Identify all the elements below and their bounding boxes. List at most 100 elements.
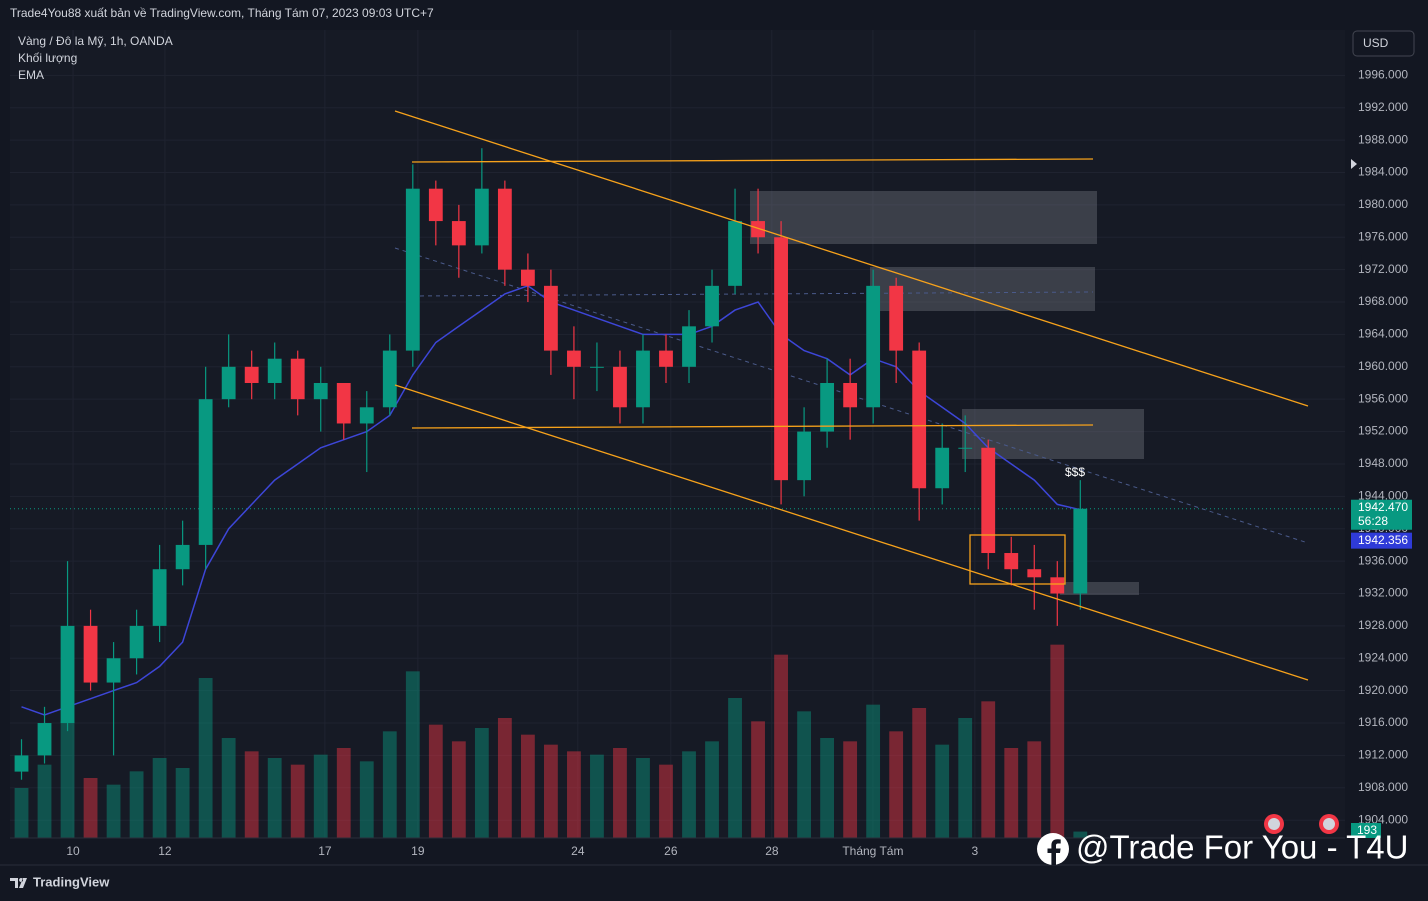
candle-body [359, 407, 374, 424]
candle-body [428, 188, 443, 222]
horizontal-resistance [411, 158, 1094, 163]
volume-bar [451, 741, 466, 838]
watermark-text: @Trade For You - T4U [1076, 829, 1408, 866]
volume-bar [359, 761, 374, 838]
candle-body [221, 366, 236, 400]
volume-bar [636, 758, 650, 838]
event-icon-inner [1268, 818, 1280, 830]
x-tick-label: 17 [318, 844, 332, 858]
y-tick-label: 1976.000 [1358, 229, 1408, 243]
volume-pane [14, 644, 1088, 838]
countdown: 56:28 [1358, 514, 1388, 528]
volume-bar [428, 724, 443, 838]
volume-bar [567, 751, 581, 838]
candle-body [1073, 508, 1088, 594]
range-box [969, 534, 1066, 585]
candle-body [843, 382, 858, 408]
volume-bar [83, 778, 98, 838]
candle-body [889, 285, 904, 351]
currency-label[interactable]: USD [1363, 36, 1389, 50]
volume-bar [336, 748, 351, 838]
candle-body [60, 625, 75, 724]
candle-body [175, 544, 190, 570]
volume-bar [590, 754, 604, 838]
legend-ema: EMA [18, 68, 44, 82]
candle-body [774, 237, 788, 481]
x-tick-label: 28 [765, 844, 779, 858]
volume-bar [682, 751, 696, 838]
facebook-glyph [1047, 839, 1061, 865]
logo-text: TradingView [33, 874, 110, 889]
candle-body [106, 658, 121, 683]
candle-body [705, 285, 719, 327]
candle-body [682, 326, 696, 367]
volume-bar [106, 784, 121, 838]
channel-lower [394, 384, 1309, 681]
volume-bar [382, 731, 397, 838]
y-axis-labels: 1904.000 1908.000 1912.000 1916.000 1920.000… [1358, 68, 1408, 827]
plot-area [10, 30, 1345, 838]
y-tick-label: 1984.000 [1358, 165, 1408, 179]
y-tick-label: 1972.000 [1358, 262, 1408, 276]
candle-body [451, 221, 466, 246]
volume-bar [912, 708, 927, 838]
zone-box [1060, 582, 1139, 595]
trend-lines [394, 110, 1309, 681]
candle-body [290, 358, 305, 400]
candle-body [797, 431, 811, 481]
volume-bar [175, 768, 190, 838]
legend-volume: Khối lượng [18, 51, 77, 65]
volume-bar [60, 721, 75, 838]
volume-bar [820, 738, 835, 838]
candle-body [751, 221, 765, 238]
candle-body [336, 382, 351, 424]
volume-bar [981, 701, 996, 838]
candle-body [382, 350, 397, 408]
candle-body [659, 350, 673, 367]
candle-body [83, 625, 98, 683]
watermark: @Trade For You - T4U [1037, 829, 1408, 866]
x-tick-label: 24 [571, 844, 585, 858]
volume-bar [290, 764, 305, 838]
candle-body [1050, 577, 1065, 594]
volume-bar [405, 671, 420, 838]
y-tick-label: 1904.000 [1358, 812, 1408, 826]
candle-body [474, 188, 489, 246]
volume-bar [313, 754, 328, 838]
zone-box [870, 267, 1095, 311]
y-tick-label: 1956.000 [1358, 391, 1408, 405]
x-tick-label: 26 [664, 844, 678, 858]
candle-body [590, 366, 604, 368]
volume-bar [797, 711, 811, 838]
header-text: Trade4You88 xuất bản về TradingView.com,… [10, 6, 434, 20]
y-tick-label: 1928.000 [1358, 618, 1408, 632]
volume-bar [659, 764, 673, 838]
candle-body [497, 188, 512, 270]
candle-body [912, 350, 927, 489]
y-tick-label: 1960.000 [1358, 359, 1408, 373]
volume-bar [613, 748, 627, 838]
x-tick-label: 12 [158, 844, 172, 858]
volume-bar [728, 698, 742, 838]
currency-button[interactable] [1352, 30, 1415, 57]
candle-body [567, 350, 581, 367]
volume-bar [221, 738, 236, 838]
y-tick-label: 1980.000 [1358, 197, 1408, 211]
candle-body [820, 382, 835, 432]
x-tick-label: 19 [411, 844, 425, 858]
y-tick-label: 1916.000 [1358, 715, 1408, 729]
price-axis [1345, 28, 1428, 865]
candle-body [935, 447, 950, 489]
logo-icon [10, 878, 27, 888]
candle-body [244, 366, 259, 383]
price-tag [1351, 532, 1412, 549]
x-axis-labels: 10 12 17 19 24 26 28 Tháng Tám 3 [66, 844, 978, 858]
candle-body [267, 358, 282, 383]
volume-bar [14, 788, 29, 838]
y-tick-label: 1996.000 [1358, 68, 1408, 82]
y-tick-label: 1968.000 [1358, 294, 1408, 308]
volume-bar [198, 678, 213, 838]
legend-symbol: Vàng / Đô la Mỹ, 1h, OANDA [18, 34, 173, 48]
candle-body [636, 350, 650, 408]
